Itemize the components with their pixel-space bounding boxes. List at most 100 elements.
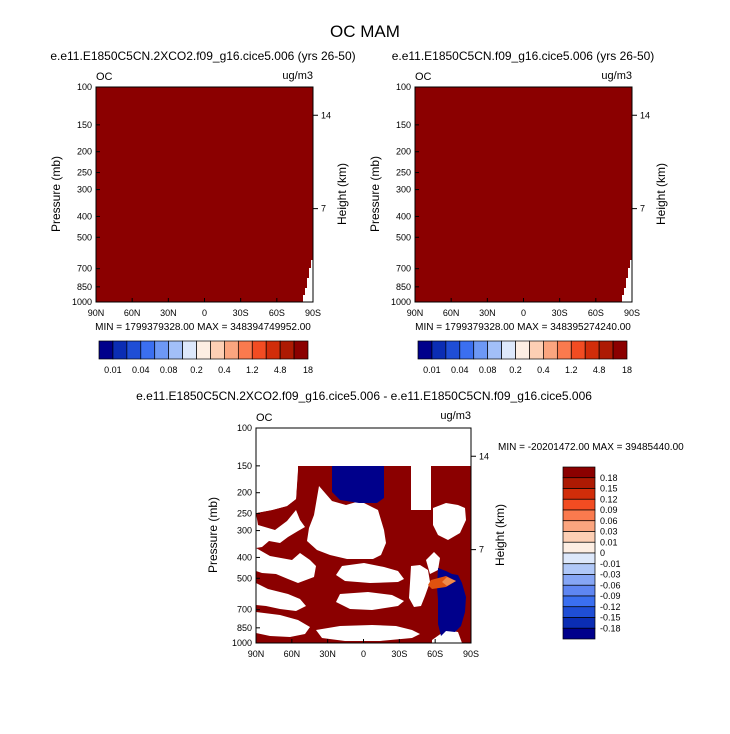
- colorbar-swatch: [112, 340, 128, 360]
- colorbar-swatch: [265, 340, 281, 360]
- panel-difference: e.e11.E1850C5CN.2XCO2.f09_g16.cice5.006 …: [136, 389, 684, 659]
- left-label: OC: [256, 412, 273, 424]
- orange-band: [442, 577, 456, 586]
- y-tick-label: 700: [396, 264, 411, 274]
- colorbar-label: 0.4: [537, 365, 550, 375]
- y-tick-label: 250: [396, 168, 411, 178]
- colorbar-swatch: [562, 520, 596, 532]
- colorbar-swatch: [570, 340, 586, 360]
- colorbar-label: 0.2: [509, 365, 522, 375]
- colorbar-swatch: [562, 563, 596, 575]
- white-hole: [336, 563, 404, 583]
- colorbar-label: -0.01: [600, 559, 621, 569]
- y-tick-label: 150: [237, 461, 252, 471]
- colorbar-swatch: [237, 340, 253, 360]
- colorbar-swatch: [556, 340, 572, 360]
- white-hole: [256, 583, 306, 611]
- x-tick-label: 90S: [463, 649, 479, 659]
- y-tick-label: 100: [77, 82, 92, 92]
- colorbar-label: 1.2: [565, 365, 578, 375]
- y-axis-right-label: Height (km): [654, 163, 668, 225]
- colorbar-label: 18: [303, 365, 313, 375]
- colorbar-swatch: [562, 541, 596, 554]
- y-tick-label: 250: [237, 509, 252, 519]
- x-tick-label: 30N: [319, 649, 336, 659]
- data-field-gap: [303, 260, 313, 302]
- right-label: ug/m3: [282, 70, 313, 82]
- white-hole: [426, 552, 440, 574]
- colorbar-swatch: [126, 340, 142, 360]
- colorbar: 0.01 0.04 0.08 0.2 0.4 1.2 4.8 18: [417, 340, 632, 375]
- colorbar-swatch: [515, 340, 530, 360]
- y-tick-label: 300: [77, 185, 92, 195]
- y-tick-label: 1000: [72, 297, 92, 307]
- colorbar-swatch: [182, 340, 197, 360]
- colorbar-swatch: [224, 340, 239, 360]
- data-field-gap: [622, 260, 632, 302]
- colorbar-swatch: [562, 509, 596, 522]
- white-strip: [411, 466, 431, 510]
- colorbar-swatch: [543, 340, 558, 360]
- colorbar-swatch: [562, 584, 596, 597]
- panel-top-right: e.e11.E1850C5CN.f09_g16.cice5.006 (yrs 2…: [368, 49, 668, 375]
- x-tick-label: 30S: [552, 308, 568, 318]
- white-hole: [432, 630, 462, 643]
- y-axis-label: Pressure (mb): [368, 156, 382, 232]
- colorbar-swatch: [154, 340, 170, 360]
- colorbar-swatch: [562, 574, 596, 586]
- colorbar-label: 1.2: [246, 365, 259, 375]
- colorbar-swatch: [431, 340, 447, 360]
- x-tick-label: 60N: [443, 308, 460, 318]
- x-tick-label: 30S: [391, 649, 407, 659]
- white-hole: [433, 503, 466, 540]
- white-hole: [409, 565, 430, 607]
- y-tick-label: 1000: [232, 638, 252, 648]
- colorbar-label: 18: [622, 365, 632, 375]
- colorbar-swatch: [562, 466, 596, 479]
- y-right-tick-label: 14: [640, 110, 650, 120]
- y-axis-right-label: Height (km): [335, 163, 349, 225]
- colorbar-swatch: [562, 477, 596, 489]
- panel-title: e.e11.E1850C5CN.2XCO2.f09_g16.cice5.006 …: [50, 49, 355, 63]
- data-field: [96, 87, 313, 302]
- x-tick-label: 90S: [305, 308, 321, 318]
- colorbar-label: 4.8: [593, 365, 606, 375]
- white-hole: [256, 548, 316, 583]
- y-tick-label: 700: [237, 605, 252, 615]
- colorbar-label: 0: [600, 548, 605, 558]
- colorbar-label: 0.04: [132, 365, 150, 375]
- figure-title: OC MAM: [330, 22, 400, 41]
- y-tick-label: 400: [396, 211, 411, 221]
- y-tick-label: 250: [77, 168, 92, 178]
- colorbar-label: 0.09: [600, 505, 618, 515]
- y-tick-label: 150: [77, 120, 92, 130]
- right-label: ug/m3: [440, 410, 471, 422]
- colorbar-swatch: [562, 606, 596, 618]
- colorbar-swatch: [562, 617, 596, 629]
- y-tick-label: 1000: [391, 297, 411, 307]
- colorbar-label: -0.03: [600, 570, 621, 580]
- x-tick-label: 60S: [588, 308, 604, 318]
- difference-field: [256, 428, 471, 643]
- colorbar-swatch: [459, 340, 475, 360]
- colorbar-swatch: [473, 340, 489, 360]
- min-max-text: MIN = 1799379328.00 MAX = 348394749952.0…: [95, 322, 311, 333]
- colorbar-label: 0.01: [423, 365, 441, 375]
- colorbar-swatch: [562, 595, 596, 608]
- colorbar-label: -0.12: [600, 602, 621, 612]
- colorbar-swatch: [98, 340, 114, 360]
- left-label: OC: [96, 71, 113, 83]
- y-tick-label: 200: [237, 488, 252, 498]
- x-tick-label: 90N: [407, 308, 424, 318]
- colorbar-swatch: [196, 340, 211, 360]
- x-tick-label: 0: [202, 308, 207, 318]
- colorbar-swatch: [487, 340, 502, 360]
- colorbar-swatch: [417, 340, 433, 360]
- y-tick-label: 850: [237, 623, 252, 633]
- colorbar-swatch: [562, 627, 596, 640]
- colorbar-label: 0.06: [600, 516, 618, 526]
- colorbar-label: -0.18: [600, 623, 621, 633]
- colorbar-swatch: [501, 340, 516, 360]
- colorbar-label: 0.01: [104, 365, 122, 375]
